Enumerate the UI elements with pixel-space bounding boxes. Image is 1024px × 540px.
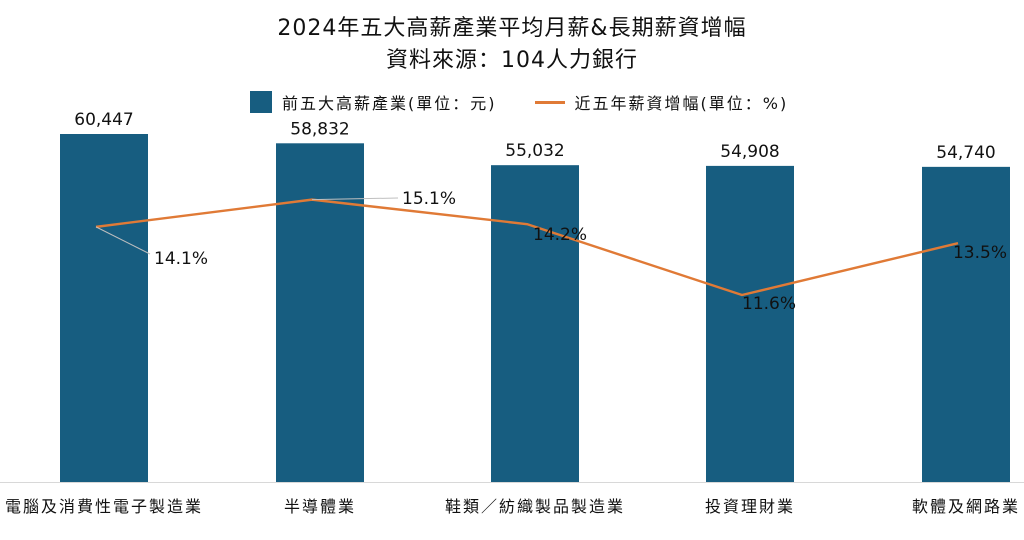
salary-bar-4 [706, 165, 794, 483]
salary-bar-2 [276, 143, 364, 482]
legend-swatch-salary [250, 91, 272, 113]
legend-label-growth: 近五年薪資增幅(單位：%) [574, 94, 789, 113]
salary-value-label-2: 58,832 [290, 119, 349, 139]
growth-value-label-3: 14.2% [533, 225, 587, 245]
salary-value-label-5: 54,740 [936, 143, 995, 163]
growth-line [95, 198, 959, 297]
salary-bar-5 [922, 166, 1010, 482]
x-axis-category-label-4: 投資理財業 [705, 497, 795, 516]
chart-title: 2024年五大高薪產業平均月薪&長期薪資增幅 [277, 16, 747, 41]
x-axis-category-label-1: 電腦及消費性電子製造業 [5, 497, 203, 516]
legend-label-salary: 前五大高薪產業(單位：元) [282, 94, 497, 113]
growth-value-label-1: 14.1% [154, 249, 208, 269]
chart-legend: 前五大高薪產業(單位：元) 近五年薪資增幅(單位：%) [250, 90, 788, 114]
x-axis-category-label-2: 半導體業 [284, 497, 356, 516]
chart-subtitle: 資料來源：104人力銀行 [386, 48, 638, 73]
growth-leader-1 [95, 226, 151, 255]
legend-item-growth: 近五年薪資增幅(單位：%) [534, 90, 789, 114]
salary-bar-3 [491, 165, 579, 482]
x-axis-category-label-5: 軟體及網路業 [912, 497, 1020, 516]
growth-value-label-4: 11.6% [742, 294, 796, 314]
legend-item-salary: 前五大高薪產業(單位：元) [250, 90, 497, 114]
salary-value-label-1: 60,447 [74, 110, 133, 130]
growth-value-label-2: 15.1% [402, 189, 456, 209]
salary-value-label-4: 54,908 [720, 142, 779, 162]
growth-value-label-5: 13.5% [953, 243, 1007, 263]
legend-swatch-growth [534, 100, 565, 104]
growth-leader-2 [311, 197, 399, 201]
salary-bar-1 [60, 134, 148, 482]
salary-value-label-3: 55,032 [505, 141, 564, 161]
x-axis-category-label-3: 鞋類／紡織製品製造業 [445, 497, 625, 516]
